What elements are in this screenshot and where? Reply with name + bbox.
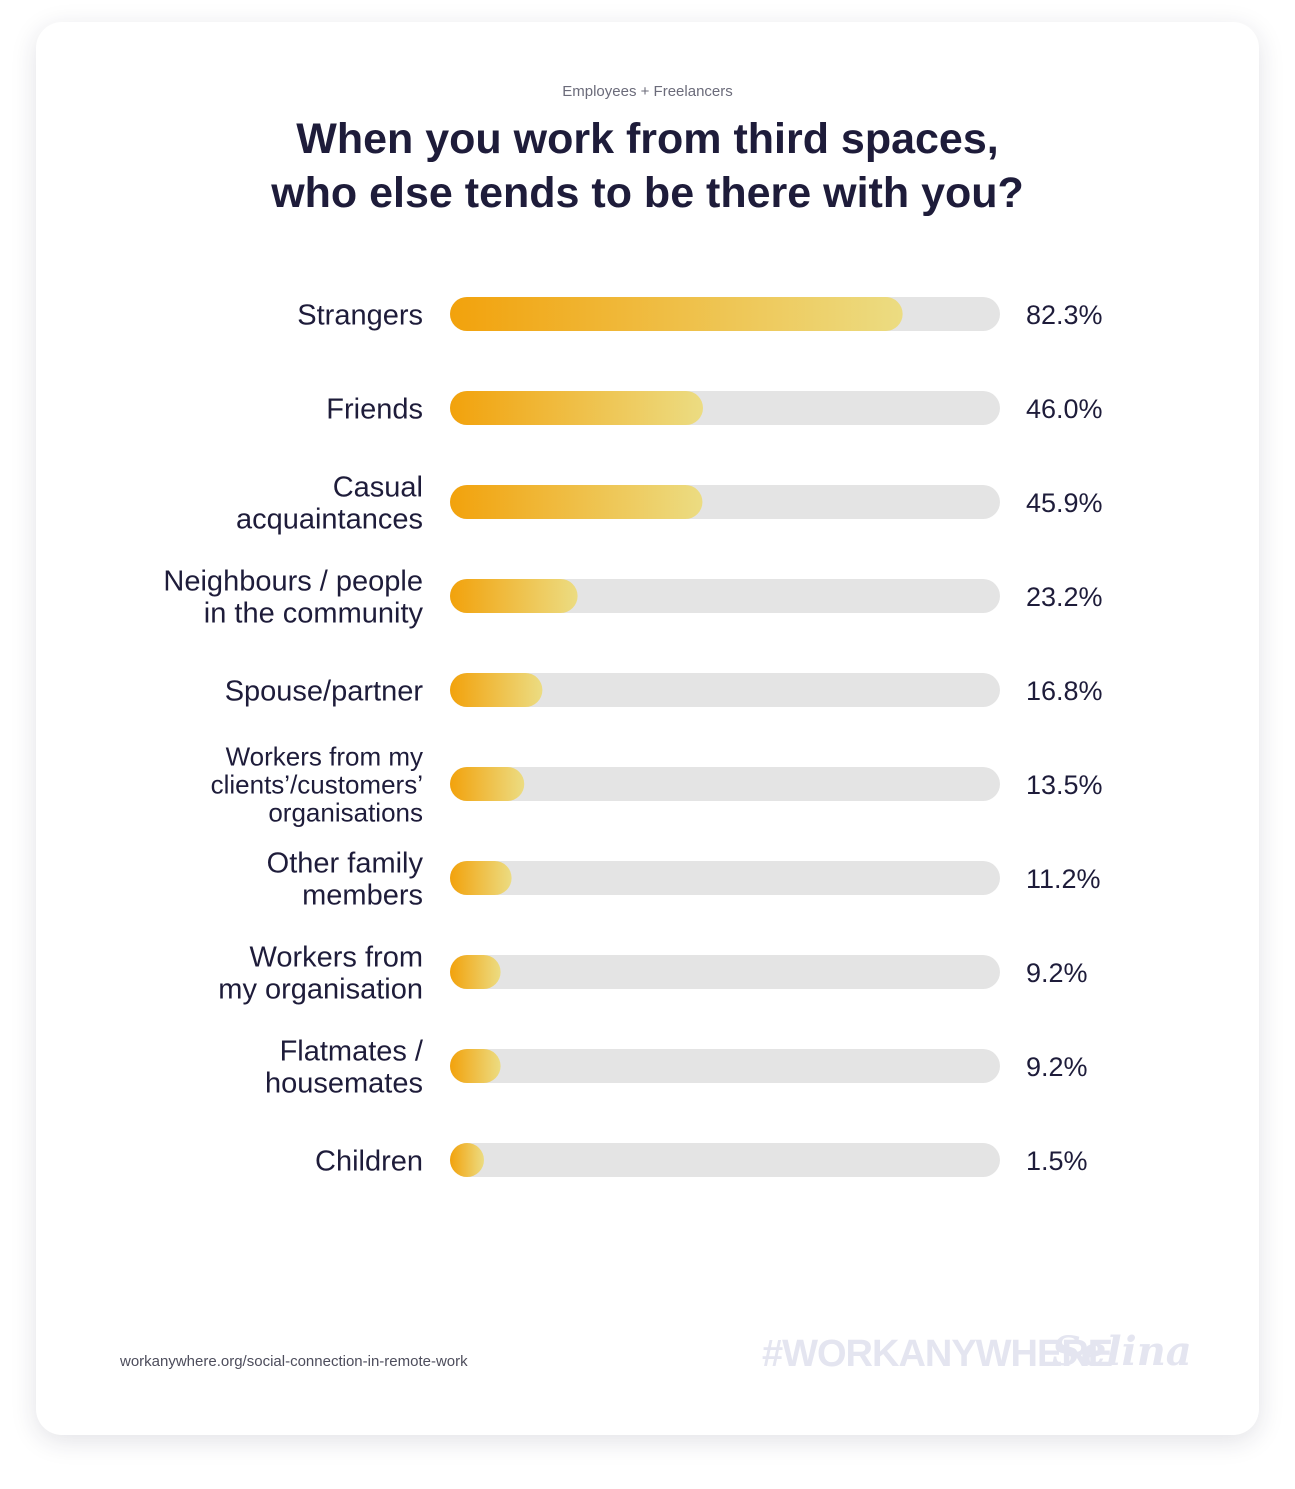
value-label: 13.5%	[1026, 770, 1103, 800]
category-label: Casual acquaintances	[236, 471, 423, 535]
bar	[450, 1049, 501, 1083]
value-label: 45.9%	[1026, 488, 1103, 518]
bar-track	[450, 767, 1000, 801]
category-label-line: Other family	[267, 847, 424, 879]
category-label: Other family members	[267, 847, 424, 911]
bar-row: Spouse/partner 16.8%	[225, 673, 1103, 707]
value-label: 9.2%	[1026, 1052, 1088, 1082]
chart-title-line-2: who else tends to be there with you?	[271, 169, 1024, 217]
chart-title-line-1: When you work from third spaces,	[296, 115, 999, 163]
value-label: 82.3%	[1026, 300, 1103, 330]
category-label: Workers from my clients’/customers’ organi…	[211, 741, 423, 827]
bar	[450, 673, 543, 707]
bar-row: Workers from my organisation 9.2%	[218, 941, 1087, 1005]
category-label-line: Workers from	[250, 941, 423, 973]
category-label-line: Children	[315, 1145, 423, 1177]
value-label: 1.5%	[1026, 1146, 1088, 1176]
category-label: Neighbours / people in the community	[163, 565, 423, 629]
category-label-line: in the community	[204, 597, 424, 629]
chart-card	[36, 22, 1259, 1435]
category-label-line: acquaintances	[236, 503, 423, 535]
bar-track	[450, 673, 1000, 707]
category-label-line: my organisation	[218, 973, 423, 1005]
category-label-line: Spouse/partner	[225, 675, 424, 707]
bar-track	[450, 955, 1000, 989]
bar-row: Friends 46.0%	[326, 391, 1103, 425]
category-label-line: Casual	[333, 471, 423, 503]
category-label-line: Flatmates /	[280, 1035, 424, 1067]
bar-track	[450, 1143, 1000, 1177]
bar	[450, 297, 903, 331]
category-label: Flatmates / housemates	[265, 1035, 424, 1099]
source-url: workanywhere.org/social-connection-in-re…	[120, 1353, 468, 1370]
value-label: 23.2%	[1026, 582, 1103, 612]
bar-track	[450, 861, 1000, 895]
hashtag-logo: #WORKANYWHERE	[762, 1333, 1113, 1375]
bar	[450, 955, 501, 989]
value-label: 11.2%	[1026, 864, 1101, 894]
bar-row: Workers from my clients’/customers’ organi…	[211, 741, 1103, 827]
value-label: 16.8%	[1026, 676, 1103, 706]
category-label-line: members	[302, 879, 423, 911]
category-label-line: Strangers	[297, 299, 423, 331]
bar	[450, 485, 703, 519]
category-label: Strangers	[297, 299, 423, 331]
chart-title: When you work from third spaces, who els…	[0, 112, 1295, 220]
category-label-line: Neighbours / people	[163, 565, 423, 597]
category-label-line: clients’/customers’	[211, 769, 423, 799]
bar	[450, 767, 525, 801]
category-label: Workers from my organisation	[218, 941, 423, 1005]
bar-row: Casual acquaintances 45.9%	[236, 471, 1103, 535]
bar	[450, 861, 512, 895]
value-label: 9.2%	[1026, 958, 1088, 988]
value-label: 46.0%	[1026, 394, 1103, 424]
bar-track	[450, 1049, 1000, 1083]
category-label: Children	[315, 1145, 423, 1177]
bar	[450, 391, 703, 425]
bar	[450, 579, 578, 613]
category-label-line: organisations	[268, 797, 423, 827]
chart-subtitle: Employees + Freelancers	[562, 83, 733, 100]
bar-row: Children 1.5%	[315, 1143, 1088, 1177]
bar-row: Strangers 82.3%	[297, 297, 1103, 331]
category-label: Spouse/partner	[225, 675, 424, 707]
bar-row: Other family members 11.2%	[267, 847, 1101, 911]
brand-logo: Selina	[1052, 1328, 1192, 1375]
bar	[450, 1143, 484, 1177]
category-label-line: housemates	[265, 1067, 423, 1099]
category-label-line: Friends	[326, 393, 423, 425]
category-label: Friends	[326, 393, 423, 425]
bar-track	[450, 579, 1000, 613]
bar-row: Neighbours / people in the community 23.2%	[163, 565, 1102, 629]
category-label-line: Workers from my	[226, 741, 423, 771]
bar-row: Flatmates / housemates 9.2%	[265, 1035, 1088, 1099]
